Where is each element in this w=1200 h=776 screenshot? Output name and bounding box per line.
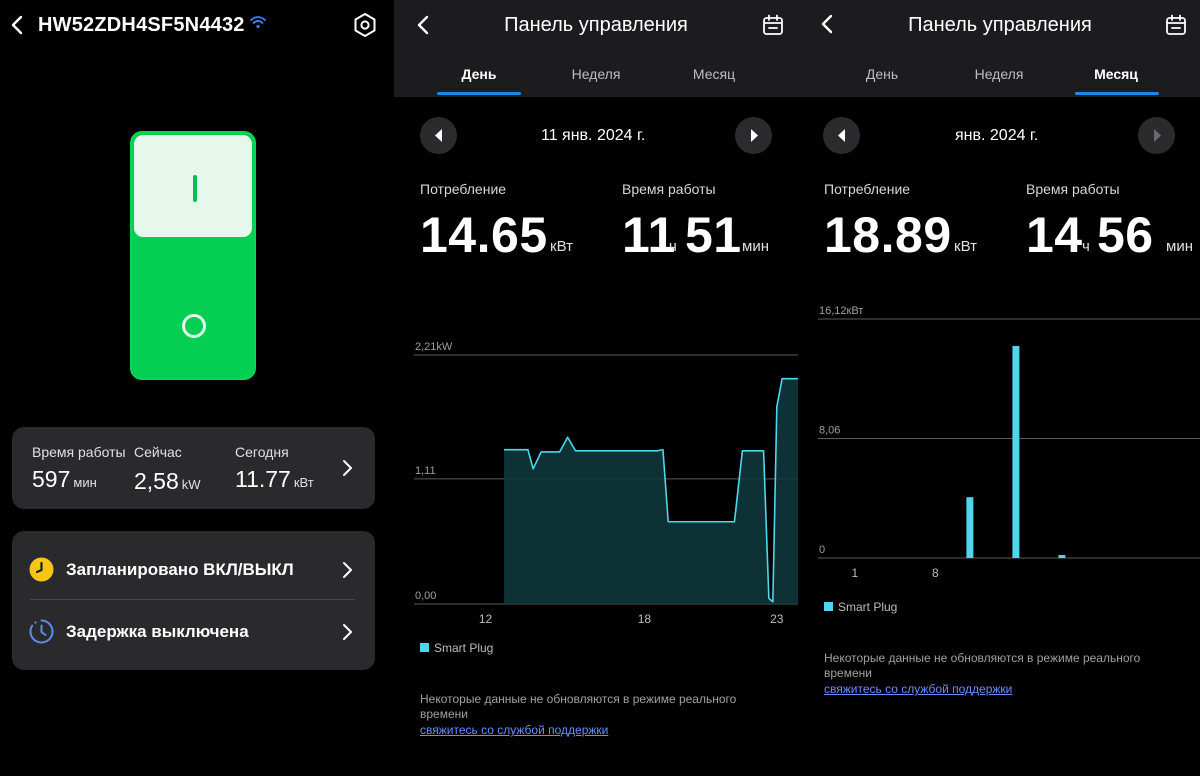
y-tick-label: 0 [819,544,825,556]
runtime-hours-unit: ч [1082,238,1090,255]
y-tick-label: 2,21kW [415,341,453,353]
calendar-icon[interactable] [761,13,785,37]
legend-swatch [420,643,429,652]
consumption-unit: кВт [550,238,573,255]
x-tick-label: 12 [479,612,493,626]
runtime-minutes: 56 [1097,207,1154,263]
device-title: HW52ZDH4SF5N4432 [38,14,245,36]
timer-icon [29,619,54,644]
support-link[interactable]: свяжитесь со службой поддержки [420,723,609,737]
bar-day-11 [966,497,974,558]
calendar-icon[interactable] [1164,13,1188,37]
clock-icon [29,557,54,582]
tab-month[interactable]: Месяц [1094,66,1138,82]
consumption-value: 18.89 [824,207,952,263]
today-label: Сегодня [235,444,289,460]
x-tick-label: 23 [770,612,784,626]
dashboard-title: Панель управления [504,14,688,36]
now-label: Сейчас [134,444,182,460]
runtime-hours: 11 [622,207,676,263]
y-tick-label: 8,06 [819,425,840,437]
active-tab-indicator [437,92,521,95]
chevron-right-icon[interactable] [340,623,354,641]
delay-label: Задержка выключена [66,622,249,641]
month-dashboard-panel: Панель управления День Неделя Месяц янв.… [798,0,1200,776]
x-tick-label: 18 [638,612,652,626]
runtime-value: 597 мин [32,466,97,492]
runtime-hours: 14 [1026,207,1083,263]
day-power-chart: 2,21kW 1,11 0,00 12 18 23 [414,341,798,626]
power-switch[interactable] [130,131,256,380]
back-arrow-icon[interactable] [816,12,840,36]
runtime-minutes-unit: мин [1166,238,1193,255]
tab-day[interactable]: День [461,66,497,82]
y-tick-label: 1,11 [415,465,436,477]
area-fill [504,378,798,604]
realtime-note: Некоторые данные не обновляются в режиме… [824,651,1141,680]
y-tick-label: 16,12кВт [819,305,863,317]
delay-row[interactable]: Задержка выключена [12,601,375,663]
consumption-label: Потребление [420,181,507,197]
settings-gear-icon[interactable] [352,12,378,38]
schedule-row[interactable]: Запланировано ВКЛ/ВЫКЛ [12,539,375,601]
bar-day-15 [1012,345,1020,558]
divider [30,599,355,600]
next-period-button[interactable] [735,117,772,154]
legend-label: Smart Plug [434,641,494,655]
chart-legend: Smart Plug [420,641,493,655]
series-line-smart-plug [504,377,798,603]
chart-legend: Smart Plug [824,600,897,614]
next-period-button[interactable] [1138,117,1175,154]
today-value: 11.77 кВт [235,466,314,492]
tab-month[interactable]: Месяц [692,66,736,82]
off-mark-icon [182,314,206,338]
support-link[interactable]: свяжитесь со службой поддержки [824,682,1013,696]
dashboard-title: Панель управления [908,14,1092,36]
dashboard-header: Панель управления День Неделя Месяц [394,0,798,97]
device-header: HW52ZDH4SF5N4432 [0,0,394,52]
back-arrow-icon[interactable] [6,13,30,37]
realtime-note: Некоторые данные не обновляются в режиме… [420,692,737,721]
x-tick-label: 8 [932,566,939,580]
legend-label: Smart Plug [838,600,898,614]
runtime-minutes-unit: мин [742,238,769,255]
prev-period-button[interactable] [823,117,860,154]
schedule-label: Запланировано ВКЛ/ВЫКЛ [66,560,294,579]
day-dashboard-panel: Панель управления День Неделя Месяц 11 я… [394,0,798,776]
month-energy-chart: 16,12кВт 8,06 0 1 8 [818,305,1200,580]
runtime-hours-unit: ч [669,238,677,255]
runtime-label: Время работы [622,181,716,197]
chevron-right-icon[interactable] [340,459,354,477]
bar-day-19 [1058,555,1066,558]
tab-week[interactable]: Неделя [974,66,1024,82]
prev-period-button[interactable] [420,117,457,154]
y-tick-label: 0,00 [415,590,436,602]
chevron-right-icon[interactable] [340,561,354,579]
device-panel: HW52ZDH4SF5N4432 Время работы 597 мин Сей… [0,0,394,776]
consumption-value: 14.65 [420,207,548,263]
runtime-minutes: 51 [685,207,742,263]
now-value: 2,58 kW [134,468,201,494]
switch-on-half[interactable] [134,135,252,237]
legend-swatch [824,602,833,611]
consumption-label: Потребление [824,181,911,197]
dashboard-header: Панель управления День Неделя Месяц [798,0,1200,97]
runtime-label: Время работы [32,444,126,460]
active-tab-indicator [1075,92,1159,95]
tab-week[interactable]: Неделя [571,66,621,82]
period-label: 11 янв. 2024 г. [541,127,646,144]
consumption-unit: кВт [954,238,977,255]
runtime-label: Время работы [1026,181,1120,197]
stats-card[interactable]: Время работы 597 мин Сейчас 2,58 kW Сегодн… [12,427,375,509]
tab-day[interactable]: День [865,66,899,82]
actions-card: Запланировано ВКЛ/ВЫКЛ Задержка выключен… [12,531,375,670]
period-label: янв. 2024 г. [955,127,1039,144]
x-tick-label: 1 [851,566,858,580]
on-mark-icon [193,175,197,202]
wifi-icon [250,15,266,29]
back-arrow-icon[interactable] [412,13,436,37]
